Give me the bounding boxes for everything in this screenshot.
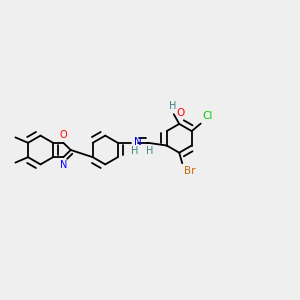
Text: Br: Br [184,166,195,176]
Text: N: N [134,137,141,147]
Text: H: H [169,101,176,111]
Text: N: N [60,160,68,170]
Text: Cl: Cl [202,111,213,121]
Text: H: H [130,146,138,156]
Text: O: O [177,108,185,118]
Text: O: O [60,130,67,140]
Text: H: H [146,146,153,156]
